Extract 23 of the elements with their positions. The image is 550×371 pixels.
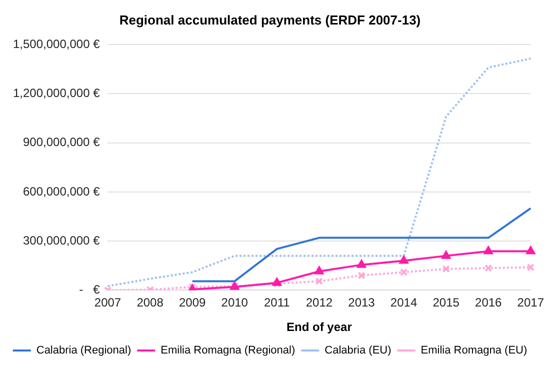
x-tick-label: 2015 xyxy=(432,296,460,310)
x-tick-label: 2014 xyxy=(390,296,418,310)
legend-label: Emilia Romagna (EU) xyxy=(420,344,528,357)
y-tick-label: - € xyxy=(79,282,100,297)
x-tick-label: 2011 xyxy=(264,296,290,310)
chart-title: Regional accumulated payments (ERDF 2007-13) xyxy=(119,12,421,28)
x-tick-label: 2016 xyxy=(475,296,502,310)
legend-label: Calabria (Regional) xyxy=(36,344,132,357)
x-tick-label: 2008 xyxy=(136,296,164,310)
y-tick-label: 600,000,000 € xyxy=(23,184,100,198)
legend-label: Calabria (EU) xyxy=(324,344,392,357)
x-tick-label: 2009 xyxy=(178,296,206,310)
y-tick-label: 900,000,000 € xyxy=(23,135,100,150)
x-tick-label: 2013 xyxy=(348,296,376,310)
y-tick-label: 300,000,000 € xyxy=(23,233,100,248)
y-tick-label: 1,200,000,000 € xyxy=(13,86,100,100)
legend-label: Emilia Romagna (Regional) xyxy=(160,344,296,357)
y-tick-label: 1,500,000,000 € xyxy=(13,36,100,51)
x-axis-title: End of year xyxy=(286,320,352,334)
x-tick-label: 2010 xyxy=(221,296,248,310)
x-tick-label: 2017 xyxy=(517,296,544,310)
x-tick-label: 2007 xyxy=(94,296,122,310)
x-tick-label: 2012 xyxy=(306,296,333,310)
